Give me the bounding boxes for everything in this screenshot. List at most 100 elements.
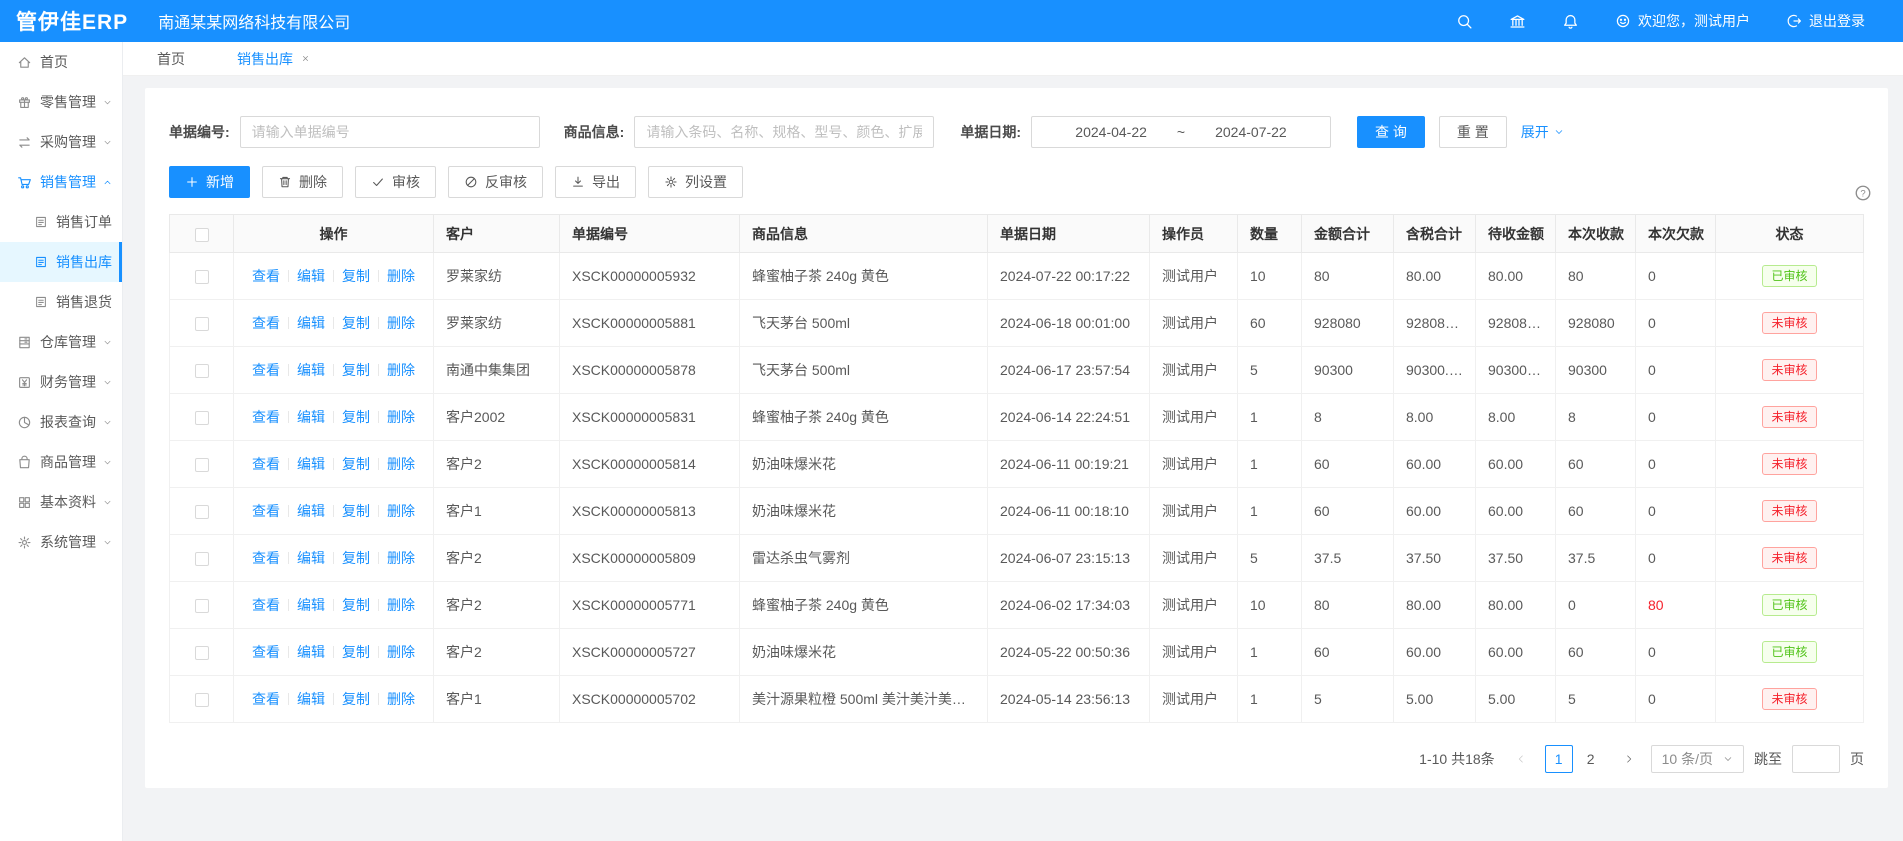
sidebar-item-basic-data[interactable]: 基本资料 — [0, 482, 122, 522]
action-delete-link[interactable]: 删除 — [387, 268, 415, 284]
page-size-select[interactable]: 10 条/页 — [1650, 745, 1744, 773]
delete-button[interactable]: 删除 — [262, 166, 343, 198]
action-edit-link[interactable]: 编辑 — [297, 268, 325, 284]
logout-button[interactable]: 退出登录 — [1786, 11, 1865, 31]
cell-tax-total: 60.00 — [1393, 628, 1476, 676]
action-edit-link[interactable]: 编辑 — [297, 597, 325, 613]
action-copy-link[interactable]: 复制 — [342, 550, 370, 566]
page-2-button[interactable]: 2 — [1586, 751, 1595, 767]
page-1-button[interactable]: 1 — [1544, 745, 1573, 773]
search-button[interactable]: 查 询 — [1357, 116, 1425, 148]
sidebar-item-product[interactable]: 商品管理 — [0, 442, 122, 482]
row-checkbox[interactable] — [194, 458, 209, 473]
sidebar-item-purchase[interactable]: 采购管理 — [0, 122, 122, 162]
unaudit-button[interactable]: 反审核 — [448, 166, 543, 198]
bill-no-input[interactable] — [239, 116, 540, 148]
search-icon[interactable] — [1456, 13, 1473, 30]
row-checkbox[interactable] — [194, 552, 209, 567]
export-button[interactable]: 导出 — [555, 166, 636, 198]
select-all-checkbox[interactable] — [194, 227, 209, 242]
action-copy-link[interactable]: 复制 — [342, 315, 370, 331]
sidebar-item-finance[interactable]: 财务管理 — [0, 362, 122, 402]
action-copy-link[interactable]: 复制 — [342, 691, 370, 707]
cell-tax-total: 8.00 — [1393, 393, 1476, 441]
date-range-picker[interactable]: 2024-04-22 ~ 2024-07-22 — [1031, 116, 1332, 148]
action-edit-link[interactable]: 编辑 — [297, 691, 325, 707]
sidebar-item-sales[interactable]: 销售管理 — [0, 162, 122, 202]
action-view-link[interactable]: 查看 — [252, 644, 280, 660]
row-checkbox[interactable] — [194, 411, 209, 426]
row-checkbox[interactable] — [194, 270, 209, 285]
row-checkbox[interactable] — [194, 646, 209, 661]
action-delete-link[interactable]: 删除 — [387, 456, 415, 472]
action-divider — [333, 599, 334, 611]
action-copy-link[interactable]: 复制 — [342, 644, 370, 660]
sidebar-item-system[interactable]: 系统管理 — [0, 522, 122, 562]
action-view-link[interactable]: 查看 — [252, 409, 280, 425]
action-copy-link[interactable]: 复制 — [342, 268, 370, 284]
row-checkbox[interactable] — [194, 693, 209, 708]
content-card: 单据编号: 商品信息: 单据日期: 2024-04-22 ~ 2024-07-2… — [145, 88, 1888, 788]
row-checkbox[interactable] — [194, 599, 209, 614]
action-view-link[interactable]: 查看 — [252, 315, 280, 331]
action-edit-link[interactable]: 编辑 — [297, 409, 325, 425]
help-button[interactable]: ? — [1854, 184, 1872, 202]
action-copy-link[interactable]: 复制 — [342, 597, 370, 613]
action-delete-link[interactable]: 删除 — [387, 503, 415, 519]
sidebar-item-sales-order[interactable]: 销售订单 — [0, 202, 122, 242]
sidebar-item-sales-return[interactable]: 销售退货 — [0, 282, 122, 322]
sidebar-item-warehouse[interactable]: 仓库管理 — [0, 322, 122, 362]
action-view-link[interactable]: 查看 — [252, 597, 280, 613]
row-checkbox[interactable] — [194, 317, 209, 332]
action-view-link[interactable]: 查看 — [252, 362, 280, 378]
action-divider — [333, 458, 334, 470]
action-delete-link[interactable]: 删除 — [387, 362, 415, 378]
next-page-button[interactable] — [1617, 745, 1641, 773]
action-edit-link[interactable]: 编辑 — [297, 456, 325, 472]
action-delete-link[interactable]: 删除 — [387, 550, 415, 566]
sidebar-item-home[interactable]: 首页 — [0, 42, 122, 82]
sidebar-item-sales-outbound[interactable]: 销售出库 — [0, 242, 122, 282]
action-view-link[interactable]: 查看 — [252, 503, 280, 519]
cell-product: 蜂蜜柚子茶 240g 黄色 — [739, 252, 988, 300]
audit-button[interactable]: 审核 — [355, 166, 436, 198]
row-actions: 查看 编辑 复制 删除 — [233, 299, 434, 347]
action-view-link[interactable]: 查看 — [252, 550, 280, 566]
columns-button[interactable]: 列设置 — [648, 166, 743, 198]
action-copy-link[interactable]: 复制 — [342, 456, 370, 472]
action-edit-link[interactable]: 编辑 — [297, 550, 325, 566]
close-icon[interactable] — [301, 54, 310, 63]
action-edit-link[interactable]: 编辑 — [297, 644, 325, 660]
action-copy-link[interactable]: 复制 — [342, 409, 370, 425]
product-info-input[interactable] — [634, 116, 935, 148]
action-delete-link[interactable]: 删除 — [387, 409, 415, 425]
sidebar-item-retail[interactable]: 零售管理 — [0, 82, 122, 122]
action-view-link[interactable]: 查看 — [252, 691, 280, 707]
column-header: 状态 — [1715, 214, 1864, 253]
action-edit-link[interactable]: 编辑 — [297, 362, 325, 378]
sidebar-item-report[interactable]: 报表查询 — [0, 402, 122, 442]
action-view-link[interactable]: 查看 — [252, 456, 280, 472]
tab-sales-outbound[interactable]: 销售出库 — [237, 49, 310, 69]
reset-button[interactable]: 重 置 — [1438, 116, 1507, 148]
action-divider — [288, 505, 289, 517]
action-view-link[interactable]: 查看 — [252, 268, 280, 284]
action-edit-link[interactable]: 编辑 — [297, 503, 325, 519]
expand-link[interactable]: 展开 — [1521, 122, 1564, 142]
prev-page-button[interactable] — [1509, 745, 1533, 773]
action-delete-link[interactable]: 删除 — [387, 597, 415, 613]
user-menu[interactable]: 欢迎您，测试用户 — [1615, 11, 1750, 31]
action-copy-link[interactable]: 复制 — [342, 503, 370, 519]
action-delete-link[interactable]: 删除 — [387, 315, 415, 331]
action-edit-link[interactable]: 编辑 — [297, 315, 325, 331]
row-checkbox[interactable] — [194, 505, 209, 520]
action-delete-link[interactable]: 删除 — [387, 644, 415, 660]
row-checkbox[interactable] — [194, 364, 209, 379]
bank-icon[interactable] — [1509, 13, 1526, 30]
add-button[interactable]: 新增 — [169, 166, 250, 198]
action-delete-link[interactable]: 删除 — [387, 691, 415, 707]
tab-home[interactable]: 首页 — [157, 49, 185, 69]
action-copy-link[interactable]: 复制 — [342, 362, 370, 378]
jump-page-input[interactable] — [1792, 745, 1840, 773]
bell-icon[interactable] — [1562, 13, 1579, 30]
